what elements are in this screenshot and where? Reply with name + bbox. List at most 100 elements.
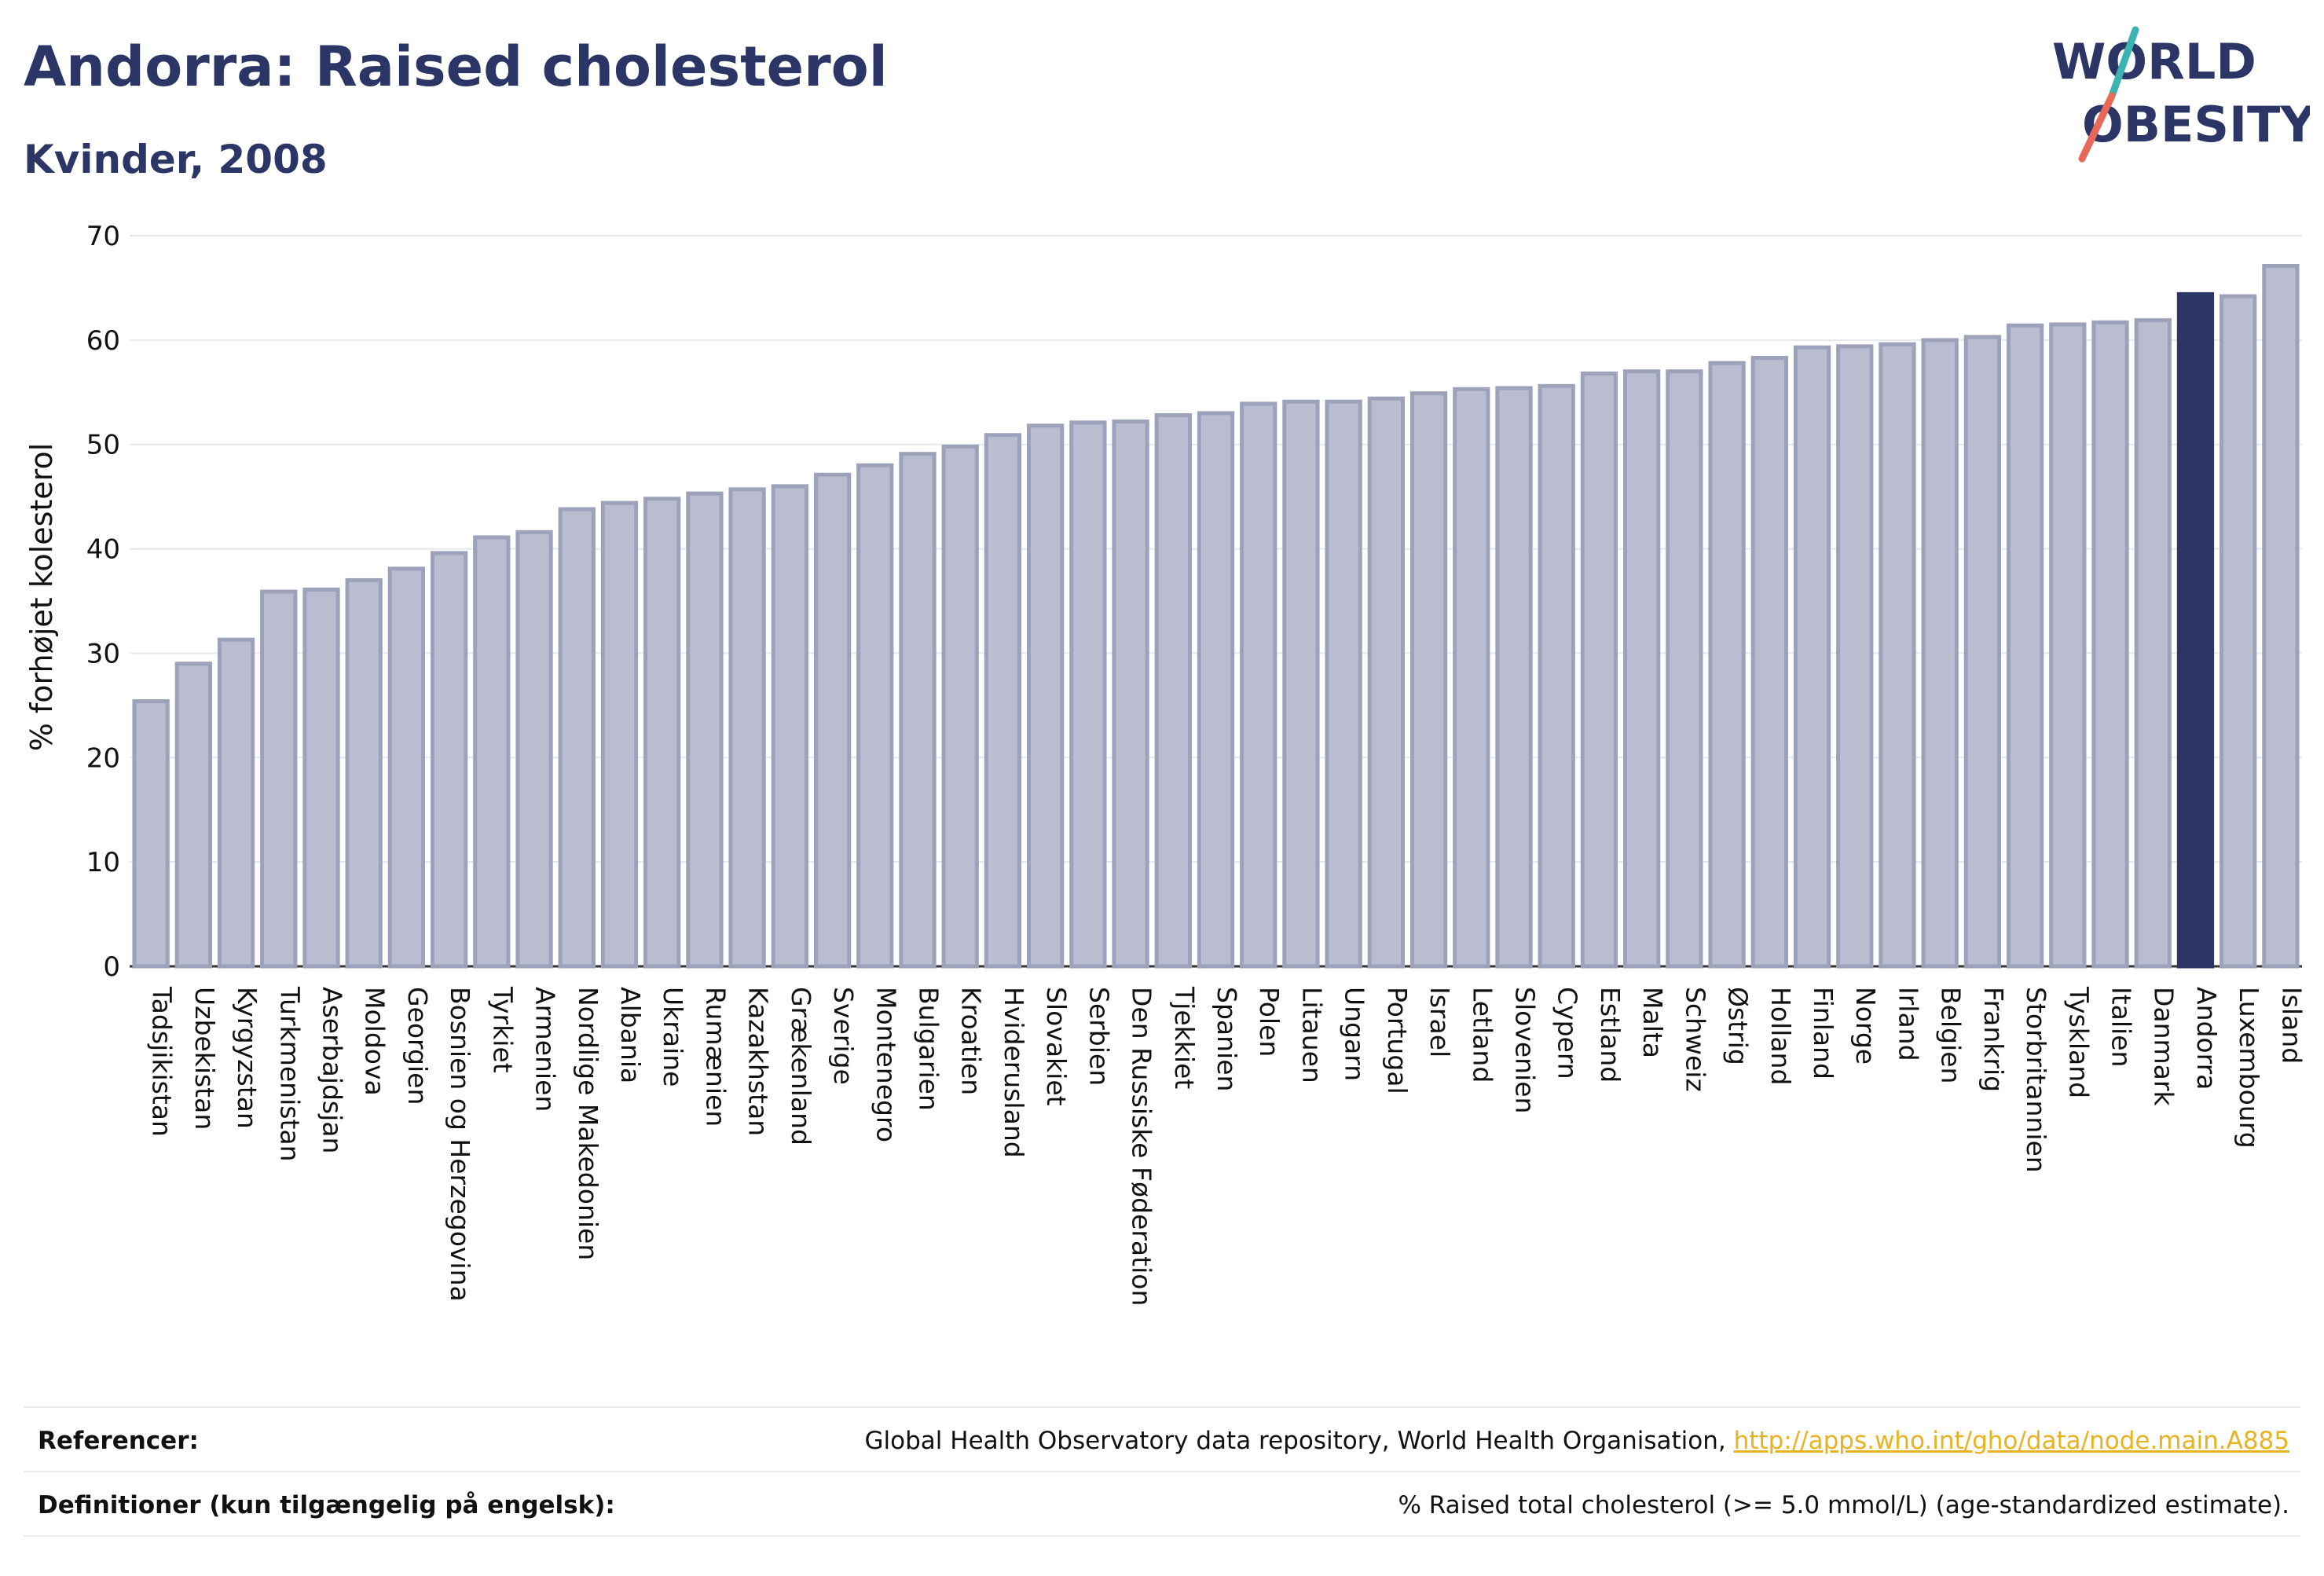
bar[interactable] — [1453, 387, 1490, 969]
x-tick-label: Bulgarien — [913, 987, 944, 1111]
x-tick-label: Finland — [1808, 987, 1838, 1079]
x-tick-label: Tjekkiet — [1169, 986, 1200, 1089]
bar[interactable] — [387, 566, 426, 969]
bar[interactable] — [515, 530, 553, 969]
bar[interactable] — [643, 497, 681, 969]
y-tick-label: 70 — [86, 221, 120, 252]
x-tick-label: Kyrgyzstan — [232, 987, 262, 1129]
page-subtitle: Kvinder, 2008 — [24, 137, 328, 182]
logo-slash-top — [2108, 26, 2139, 100]
bar[interactable] — [302, 587, 340, 969]
bar[interactable] — [813, 472, 852, 969]
y-axis-label: % forhøjet kolesterol — [24, 443, 59, 752]
bar[interactable] — [2262, 264, 2300, 969]
bar[interactable] — [2091, 320, 2129, 969]
bar[interactable] — [2049, 322, 2087, 969]
bar[interactable] — [771, 484, 808, 969]
bar[interactable] — [1240, 401, 1277, 969]
definitions-row: Definitioner (kun tilgængelig på engelsk… — [24, 1471, 2300, 1537]
bar[interactable] — [430, 551, 468, 969]
bar[interactable] — [1197, 411, 1235, 969]
y-tick-label: 10 — [86, 847, 120, 878]
bar[interactable] — [558, 507, 596, 969]
x-tick-label: Letland — [1467, 987, 1497, 1083]
x-tick-label: Frankrig — [1978, 987, 2009, 1092]
bar[interactable] — [984, 433, 1022, 969]
y-tick-label: 30 — [86, 638, 120, 669]
bars — [132, 264, 2300, 969]
bar[interactable] — [1538, 383, 1575, 969]
logo-line2: OBESITY — [2082, 96, 2310, 153]
x-tick-label: Ungarn — [1340, 987, 1370, 1081]
x-tick-label: Bosnien og Herzegovina — [445, 987, 475, 1302]
bar[interactable] — [728, 487, 766, 969]
definitions-label: Definitioner (kun tilgængelig på engelsk… — [38, 1491, 615, 1519]
bar[interactable] — [1793, 345, 1831, 969]
bar[interactable] — [1495, 386, 1533, 969]
references-text: Global Health Observatory data repositor… — [864, 1427, 1734, 1455]
x-tick-label: Andorra — [2191, 987, 2222, 1090]
bar[interactable] — [1580, 371, 1618, 969]
bar[interactable] — [600, 500, 639, 969]
x-tick-label: Estland — [1595, 987, 1626, 1083]
bar[interactable] — [1282, 399, 1320, 969]
bar[interactable] — [260, 589, 298, 969]
bar[interactable] — [2134, 318, 2172, 969]
bar[interactable] — [1963, 335, 2002, 969]
bar[interactable] — [174, 662, 212, 969]
x-tick-label: Holland — [1765, 987, 1796, 1085]
bar[interactable] — [1836, 344, 1874, 969]
x-tick-label: Polen — [1254, 987, 1285, 1057]
bar[interactable] — [132, 699, 170, 969]
bar[interactable] — [1154, 413, 1192, 969]
bar[interactable] — [1879, 342, 1916, 969]
x-tick-label: Hviderusland — [999, 987, 1029, 1158]
x-tick-label: Kazakhstan — [743, 987, 774, 1136]
bar-chart: 0 10 20 30 40 50 60 70 Tadsjikistan Uzbekistan Ky… — [24, 221, 2307, 1306]
bar[interactable] — [1367, 396, 1406, 969]
bar[interactable] — [1750, 355, 1788, 969]
bar-highlight[interactable] — [2176, 291, 2215, 969]
x-tick-label: Belgien — [1936, 987, 1967, 1083]
bar[interactable] — [1325, 399, 1362, 969]
x-tick-label: Sverige — [828, 987, 859, 1085]
references-link[interactable]: http://apps.who.int/gho/data/node.main.A… — [1733, 1427, 2289, 1455]
x-tick-label: Georgien — [402, 987, 433, 1105]
x-tick-label: Storbritannien — [2021, 987, 2051, 1173]
x-tick-label: Tyskland — [2063, 986, 2094, 1098]
bar[interactable] — [1409, 391, 1448, 969]
bar[interactable] — [1069, 420, 1107, 969]
x-tick-label: Serbien — [1083, 987, 1114, 1086]
x-tick-label: Nordlige Makedonien — [573, 987, 603, 1260]
x-tick-label: Cypern — [1552, 987, 1583, 1079]
bar[interactable] — [1708, 361, 1746, 969]
bar[interactable] — [941, 444, 979, 969]
page-title: Andorra: Raised cholesterol — [24, 35, 888, 99]
x-tick-label: Slovakiet — [1041, 987, 1072, 1106]
bar[interactable] — [1623, 369, 1661, 969]
bar[interactable] — [1112, 419, 1149, 969]
references-label: Referencer: — [38, 1427, 199, 1455]
bar[interactable] — [1026, 423, 1065, 969]
bar[interactable] — [2220, 294, 2257, 969]
bar[interactable] — [686, 491, 724, 969]
bar[interactable] — [2006, 323, 2044, 969]
x-tick-label: Den Russiske Føderation — [1127, 987, 1157, 1306]
y-tick-label: 0 — [103, 951, 120, 983]
x-tick-label: Kroatien — [956, 987, 987, 1095]
world-obesity-logo: WORLD OBESITY — [2052, 26, 2310, 163]
bar[interactable] — [473, 535, 511, 969]
y-axis-ticks: 0 10 20 30 40 50 60 70 — [86, 221, 120, 983]
x-tick-label: Aserbajdsjan — [317, 987, 347, 1153]
y-tick-label: 40 — [86, 534, 120, 566]
bar[interactable] — [345, 577, 383, 969]
x-tick-label: Turkmenistan — [274, 986, 305, 1162]
bar[interactable] — [217, 637, 255, 969]
bar[interactable] — [856, 463, 894, 969]
bar[interactable] — [1921, 338, 1959, 969]
x-tick-label: Østrig — [1723, 987, 1754, 1065]
y-tick-label: 50 — [86, 430, 120, 461]
bar[interactable] — [899, 452, 937, 969]
x-tick-label: Tadsjikistan — [147, 986, 178, 1137]
bar[interactable] — [1666, 369, 1703, 969]
